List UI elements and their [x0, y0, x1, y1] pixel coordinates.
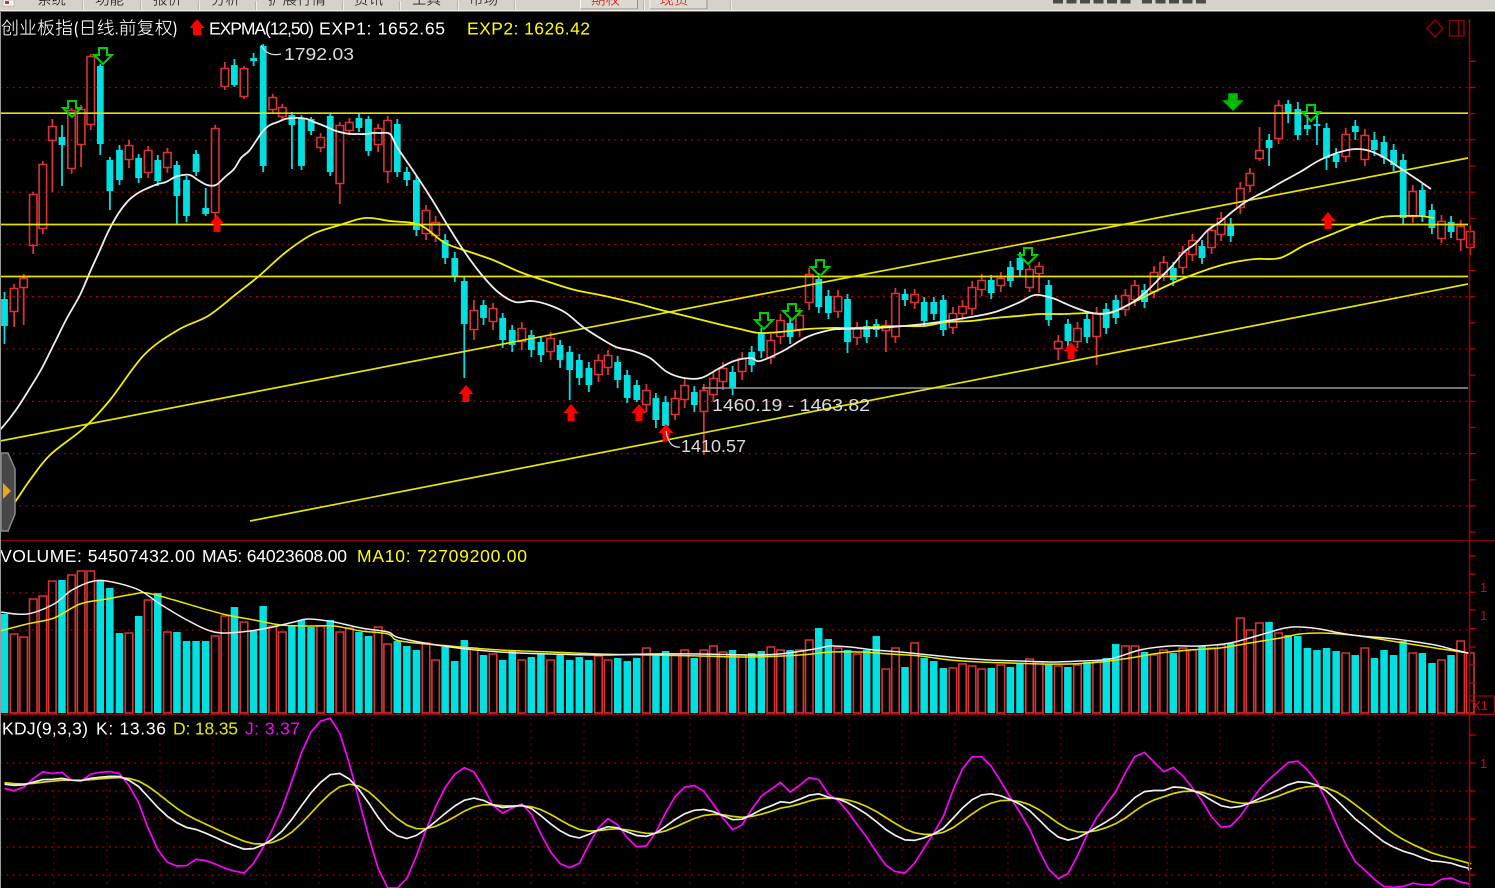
- svg-text:1: 1: [1480, 580, 1487, 595]
- svg-text:1: 1: [1480, 756, 1487, 771]
- svg-text:X1: X1: [1472, 698, 1488, 713]
- svg-text:1410.57: 1410.57: [681, 436, 746, 456]
- svg-text:1: 1: [1480, 608, 1487, 623]
- svg-text:KDJ(9,3,3)K: 13.36D: 18.35J: 3: KDJ(9,3,3) K: 13.36 D: 18.35 J: 3.37: [2, 719, 300, 739]
- svg-text:1792.03: 1792.03: [284, 44, 354, 64]
- svg-text:1460.19 - 1463.82: 1460.19 - 1463.82: [712, 395, 870, 415]
